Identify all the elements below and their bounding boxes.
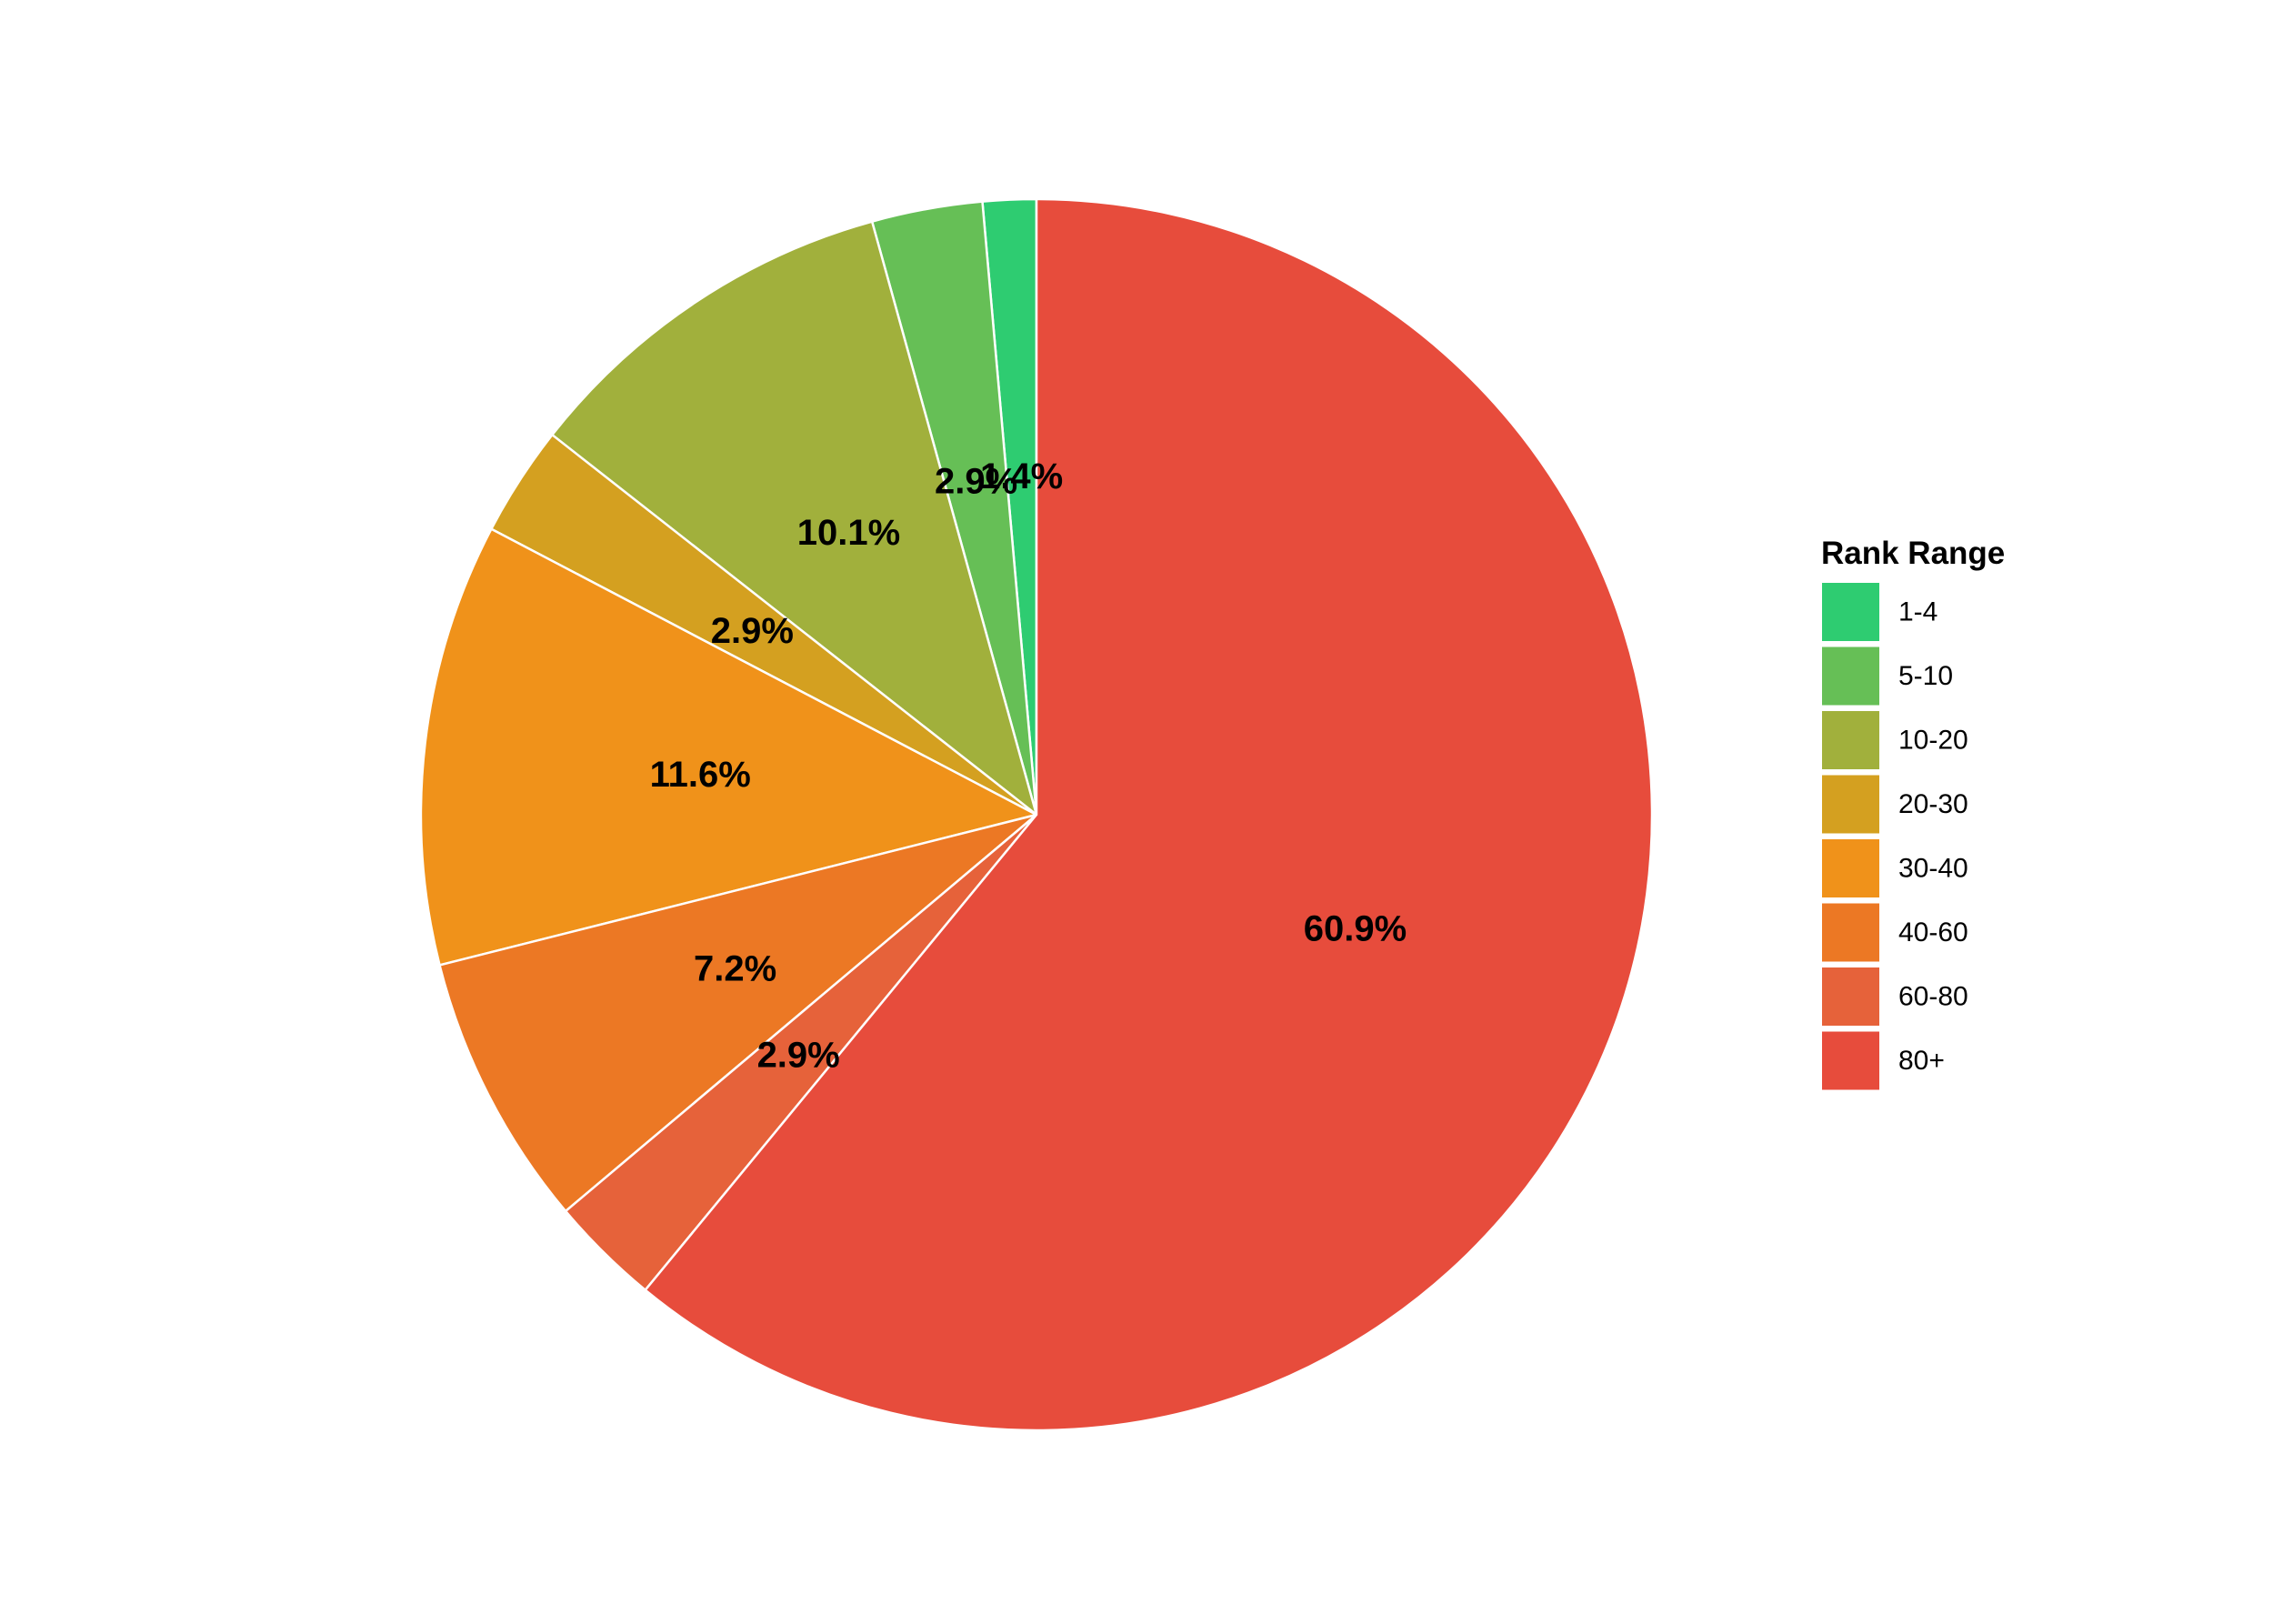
legend-swatch-20-30 — [1820, 773, 1881, 836]
legend-swatch-60-80 — [1820, 966, 1881, 1028]
pie-slice-10-20 — [550, 220, 1039, 818]
legend-items: 1-4 5-10 10-20 20-30 30-40 40-60 60-80 80+ — [1820, 581, 1968, 1092]
slice-label-60-80: 2.9% — [757, 1036, 840, 1076]
legend-swatch-1-4 — [1820, 581, 1881, 643]
legend-label-40-60: 40-60 — [1898, 917, 1968, 947]
legend-label-10-20: 10-20 — [1898, 726, 1968, 756]
legend-label-20-30: 20-30 — [1898, 789, 1968, 819]
legend: Rank Range 1-4 5-10 10-20 20-30 30-40 40-60 60… — [1820, 536, 2005, 1092]
pie-slices — [419, 197, 1654, 1432]
pie-slice-40-60 — [438, 813, 1037, 1213]
legend-swatch-10-20 — [1820, 709, 1881, 771]
legend-label-60-80: 60-80 — [1898, 982, 1968, 1012]
slice-label-30-40: 11.6% — [650, 755, 751, 795]
legend-label-30-40: 30-40 — [1898, 854, 1968, 884]
slice-label-40-60: 7.2% — [694, 949, 776, 989]
slice-label-1-4: 1.4% — [980, 456, 1063, 496]
legend-swatch-80+ — [1820, 1029, 1881, 1092]
pie-slice-30-40 — [419, 527, 1040, 967]
slice-label-20-30: 2.9% — [711, 611, 794, 651]
legend-swatch-30-40 — [1820, 837, 1881, 899]
slice-labels: 1.4%2.9%10.1%2.9%11.6%7.2%2.9%60.9% — [650, 456, 1407, 1076]
slice-label-5-10: 2.9% — [935, 462, 1017, 502]
pie-slice-80+ — [643, 197, 1654, 1432]
legend-label-5-10: 5-10 — [1898, 661, 1953, 691]
legend-label-80+: 80+ — [1898, 1046, 1945, 1076]
legend-label-1-4: 1-4 — [1898, 597, 1938, 627]
legend-title: Rank Range — [1821, 536, 2005, 571]
legend-swatch-40-60 — [1820, 901, 1881, 964]
legend-swatch-5-10 — [1820, 645, 1881, 707]
slice-label-80+: 60.9% — [1304, 909, 1407, 949]
slice-label-10-20: 10.1% — [797, 513, 900, 553]
